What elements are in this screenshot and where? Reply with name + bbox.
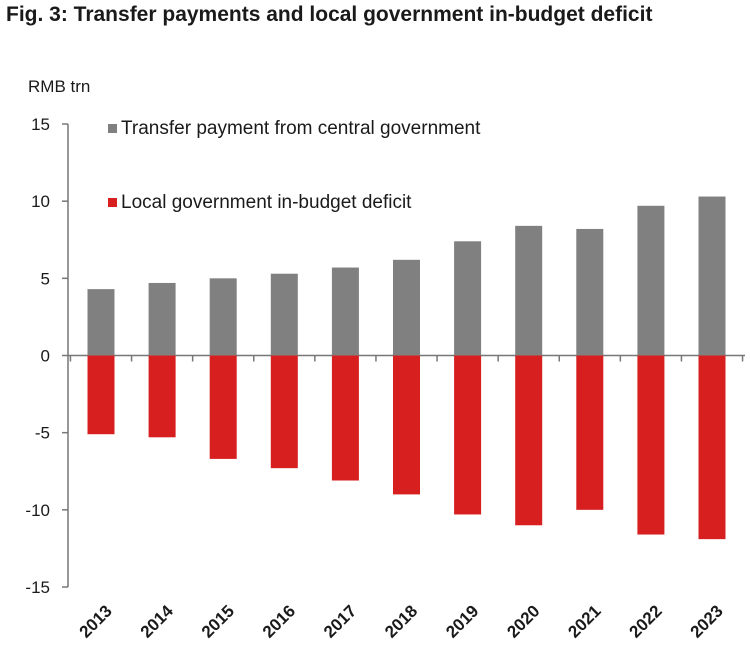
x-tick-label: 2016 (259, 601, 299, 641)
deficit-bar-2019 (454, 355, 482, 515)
deficit-bar-2015 (209, 355, 237, 459)
y-tick-label: 10 (31, 192, 50, 211)
x-tick-label: 2019 (442, 601, 482, 641)
transfer-payment-bar-2022 (637, 205, 665, 356)
x-tick-label: 2017 (320, 601, 360, 641)
legend-label: Transfer payment from central government (121, 118, 481, 139)
transfer-payment-bar-2018 (393, 259, 420, 356)
deficit-bar-2021 (576, 355, 604, 510)
chart-title: Fig. 3: Transfer payments and local gove… (6, 3, 653, 26)
deficit-bar-2022 (637, 355, 665, 535)
x-tick-label: 2015 (198, 601, 238, 641)
x-tick-label: 2014 (137, 601, 178, 642)
transfer-payment-bar-2014 (148, 282, 176, 356)
deficit-bar-2014 (148, 355, 176, 438)
legend-swatch (108, 124, 117, 133)
x-tick-label: 2020 (503, 601, 543, 641)
deficit-bar-2023 (698, 355, 726, 540)
y-tick-label: -10 (25, 501, 50, 520)
transfer-payment-bar-2021 (576, 228, 604, 356)
y-tick-label: 0 (41, 347, 50, 366)
y-axis-unit-label: RMB trn (28, 77, 90, 96)
transfer-payment-bar-2020 (515, 225, 543, 356)
y-tick-label: -15 (25, 578, 50, 597)
x-tick-labels: 2013 2014 2015 2016 2017 2018 2019 2020 2021 2022… (76, 601, 727, 642)
deficit-bar-2017 (331, 355, 359, 481)
bars (87, 196, 726, 540)
x-tick-label: 2023 (687, 601, 727, 641)
x-tick-label: 2021 (564, 601, 604, 641)
legend-swatch (108, 198, 117, 207)
legend: Transfer payment from central government… (108, 118, 481, 213)
transfer-payment-bar-2013 (87, 289, 115, 356)
deficit-bar-2013 (87, 355, 115, 435)
x-tick-label: 2018 (381, 601, 421, 641)
y-tick-label: -5 (35, 424, 50, 443)
transfer-payment-bar-2023 (698, 196, 726, 356)
deficit-bar-2018 (393, 355, 420, 495)
deficit-bar-2020 (515, 355, 543, 526)
transfer-payment-bar-2019 (454, 241, 482, 356)
transfer-payment-bar-2016 (270, 273, 298, 356)
x-tick-label: 2013 (76, 601, 116, 641)
y-tick-label: 5 (41, 269, 50, 288)
deficit-bar-2016 (270, 355, 298, 469)
transfer-payment-bar-2017 (331, 267, 359, 356)
legend-label: Local government in-budget deficit (121, 192, 412, 213)
y-tick-label: 15 (31, 115, 50, 134)
transfer-payment-bar-2015 (209, 278, 237, 356)
y-tick-labels: 15 10 5 0 -5 -10 -15 (25, 115, 50, 597)
x-tick-label: 2022 (626, 601, 666, 641)
